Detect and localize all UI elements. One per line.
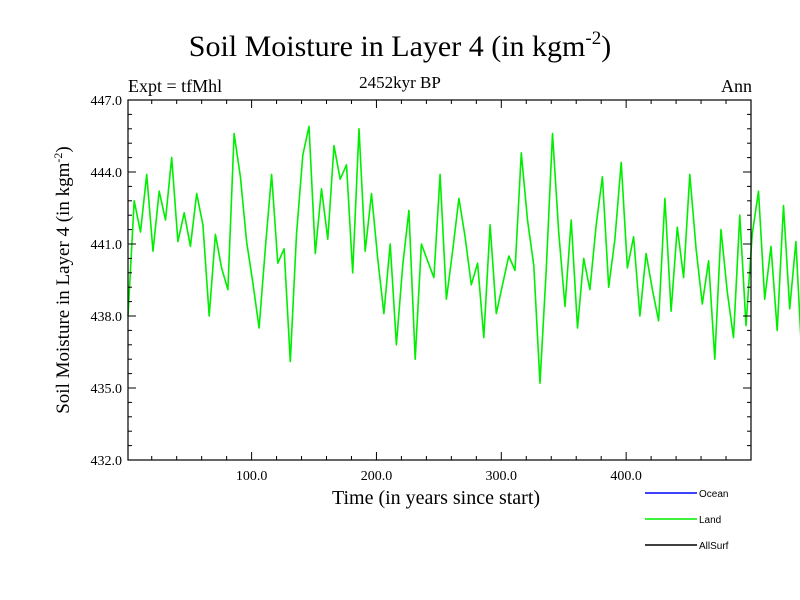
y-tick-label: 444.0 xyxy=(91,166,123,181)
x-tick-label: 200.0 xyxy=(361,469,393,484)
x-axis-label: Time (in years since start) xyxy=(332,487,540,509)
series-line-land xyxy=(127,125,800,385)
x-tick-label: 100.0 xyxy=(236,469,268,484)
x-tick-label: 400.0 xyxy=(610,469,642,484)
chart-title: Soil Moisture in Layer 4 (in kgm-2) xyxy=(188,28,612,63)
experiment-label: Expt = tfMhl xyxy=(128,76,223,96)
y-tick-label: 441.0 xyxy=(91,238,123,253)
plot-frame xyxy=(127,99,752,461)
y-axis-label: Soil Moisture in Layer 4 (in kgm-2) xyxy=(51,146,74,414)
y-tick-label: 438.0 xyxy=(91,310,123,325)
y-tick-label: 435.0 xyxy=(91,382,123,397)
season-label: Ann xyxy=(721,76,752,96)
legend-label-ocean: Ocean xyxy=(699,489,728,500)
y-tick-label: 432.0 xyxy=(91,454,123,469)
chart-subtitle: 2452kyr BP xyxy=(359,73,441,92)
legend-label-allsurf: AllSurf xyxy=(699,541,729,552)
x-tick-label: 300.0 xyxy=(486,469,518,484)
y-tick-label: 447.0 xyxy=(91,94,123,109)
legend-label-land: Land xyxy=(699,515,721,526)
